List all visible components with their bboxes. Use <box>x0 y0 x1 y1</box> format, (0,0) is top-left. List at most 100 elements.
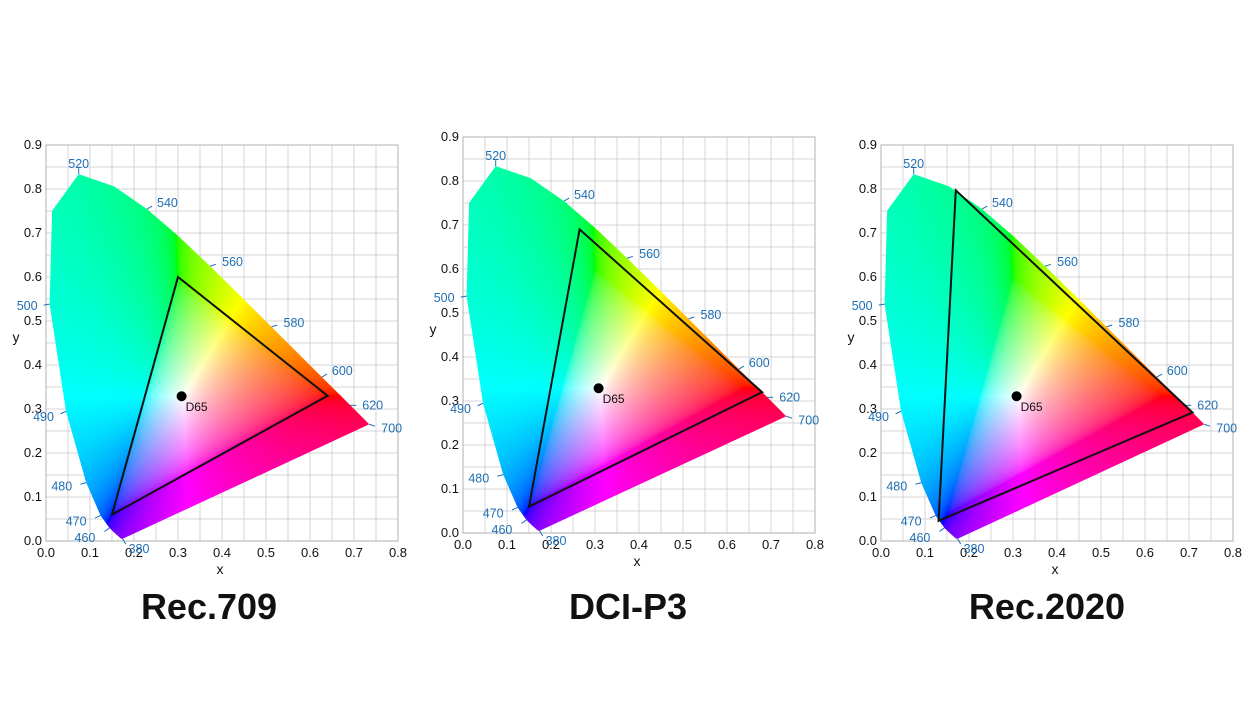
wavelength-label: 600 <box>1167 364 1188 378</box>
wavelength-label: 620 <box>362 398 383 412</box>
wavelength-tick <box>94 515 101 519</box>
wavelength-tick <box>43 303 50 306</box>
wavelength-label: 460 <box>492 523 513 537</box>
y-tick-label: 0.2 <box>859 445 877 460</box>
y-tick-label: 0.5 <box>24 313 42 328</box>
y-tick-label: 0.6 <box>24 269 42 284</box>
wavelength-label: 700 <box>798 413 819 427</box>
wavelength-label: 520 <box>903 157 924 171</box>
wavelength-label: 480 <box>51 480 72 494</box>
chart-title-rec2020: Rec.2020 <box>968 586 1126 627</box>
wavelength-label: 380 <box>546 534 567 548</box>
x-tick-label: 0.0 <box>872 545 890 560</box>
x-tick-label: 0.5 <box>1092 545 1110 560</box>
wavelength-tick <box>895 410 902 415</box>
wavelength-tick <box>1045 263 1052 267</box>
wavelength-label: 460 <box>910 531 931 545</box>
wavelength-label: 600 <box>749 356 770 370</box>
wavelength-tick <box>929 515 936 519</box>
chromaticity-chart-rec709: 0.0 0.1 0.2 0.3 0.4 0.5 0.6 0.7 0.8 0.0 0.1 0.2 0.3 0… <box>13 137 408 577</box>
y-tick-label: 0.6 <box>859 269 877 284</box>
wavelength-tick <box>1204 423 1211 427</box>
wavelength-label: 490 <box>450 402 471 416</box>
chart-panel-dci-p3: 0.0 0.1 0.2 0.3 0.4 0.5 0.6 0.7 0.8 0.0 0.1 0.2 0.3 0… <box>419 0 837 708</box>
wavelength-tick <box>369 423 376 427</box>
wavelength-label: 500 <box>17 299 38 313</box>
x-tick-label: 0.7 <box>345 545 363 560</box>
wavelength-tick <box>511 507 518 511</box>
wavelength-tick <box>1156 373 1163 378</box>
wavelength-tick <box>104 527 110 532</box>
wavelength-label: 700 <box>381 421 402 435</box>
wavelength-label: 490 <box>33 410 54 424</box>
wavelength-tick <box>477 402 484 407</box>
x-tick-label: 0.1 <box>498 537 516 552</box>
y-axis-label: y <box>848 329 855 345</box>
wavelength-label: 490 <box>868 410 889 424</box>
wavelength-label: 470 <box>483 507 504 521</box>
y-tick-label: 0.4 <box>859 357 877 372</box>
wavelength-tick <box>738 365 745 370</box>
wavelength-tick <box>497 474 504 477</box>
wavelength-label: 580 <box>701 308 722 322</box>
wavelength-tick <box>80 482 87 485</box>
wavelength-tick <box>957 538 962 545</box>
x-tick-label: 0.2 <box>542 537 560 552</box>
white-point-marker <box>1011 391 1022 402</box>
y-tick-label: 0.9 <box>24 137 42 152</box>
wavelength-label: 560 <box>222 255 243 269</box>
x-tick-label: 0.1 <box>916 545 934 560</box>
x-tick-label: 0.3 <box>169 545 187 560</box>
y-axis-label: y <box>430 321 437 337</box>
x-tick-label: 0.8 <box>389 545 407 560</box>
wavelength-tick <box>563 197 570 202</box>
gamut-triangle <box>527 227 764 509</box>
x-tick-label: 0.5 <box>257 545 275 560</box>
x-tick-label: 0.0 <box>37 545 55 560</box>
x-tick-label: 0.4 <box>630 537 648 552</box>
y-tick-label: 0.5 <box>441 305 459 320</box>
chromaticity-chart-dci-p3: 0.0 0.1 0.2 0.3 0.4 0.5 0.6 0.7 0.8 0.0 0.1 0.2 0.3 0… <box>430 129 825 569</box>
wavelength-label: 620 <box>779 390 800 404</box>
y-tick-label: 0.7 <box>24 225 42 240</box>
wavelength-label: 480 <box>886 480 907 494</box>
y-tick-label: 0.7 <box>441 217 459 232</box>
wavelength-tick <box>122 538 127 545</box>
wavelength-label: 540 <box>574 188 595 202</box>
y-tick-label: 0.3 <box>24 401 42 416</box>
wavelength-label: 470 <box>66 515 87 529</box>
wavelength-label: 540 <box>157 196 178 210</box>
wavelength-tick <box>521 519 527 524</box>
x-tick-label: 0.3 <box>586 537 604 552</box>
chart-panel-rec2020: 0.0 0.1 0.2 0.3 0.4 0.5 0.6 0.7 0.8 0.0 0.1 0.2 0.3 0… <box>838 0 1256 708</box>
wavelength-label: 480 <box>468 472 489 486</box>
y-tick-label: 0.8 <box>441 173 459 188</box>
wavelength-label: 520 <box>485 149 506 163</box>
wavelength-label: 580 <box>1119 316 1140 330</box>
chart-title-rec709: Rec.709 <box>140 586 278 627</box>
x-tick-label: 0.8 <box>806 537 824 552</box>
x-tick-label: 0.2 <box>125 545 143 560</box>
y-tick-label: 0.2 <box>441 437 459 452</box>
wavelength-label: 520 <box>68 157 89 171</box>
white-point-label: D65 <box>186 400 208 414</box>
x-tick-label: 0.6 <box>1136 545 1154 560</box>
wavelength-label: 380 <box>964 542 985 556</box>
wavelength-tick <box>146 205 153 210</box>
wavelength-label: 500 <box>852 299 873 313</box>
y-tick-label: 0.4 <box>24 357 42 372</box>
white-point-label: D65 <box>603 392 625 406</box>
x-tick-label: 0.2 <box>960 545 978 560</box>
wavelength-tick <box>1106 324 1113 328</box>
chart-panel-rec709: 0.0 0.1 0.2 0.3 0.4 0.5 0.6 0.7 0.8 0.0 0.1 0.2 0.3 0… <box>0 0 418 708</box>
y-tick-label: 0.5 <box>859 313 877 328</box>
gamut-triangle <box>937 188 1195 523</box>
y-tick-label: 0.1 <box>24 489 42 504</box>
y-tick-label: 0.0 <box>859 533 877 548</box>
wavelength-tick <box>321 373 328 378</box>
white-point-marker <box>176 391 187 402</box>
x-tick-label: 0.4 <box>213 545 231 560</box>
y-tick-label: 0.1 <box>859 489 877 504</box>
x-tick-label: 0.7 <box>762 537 780 552</box>
wavelength-tick <box>981 205 988 210</box>
